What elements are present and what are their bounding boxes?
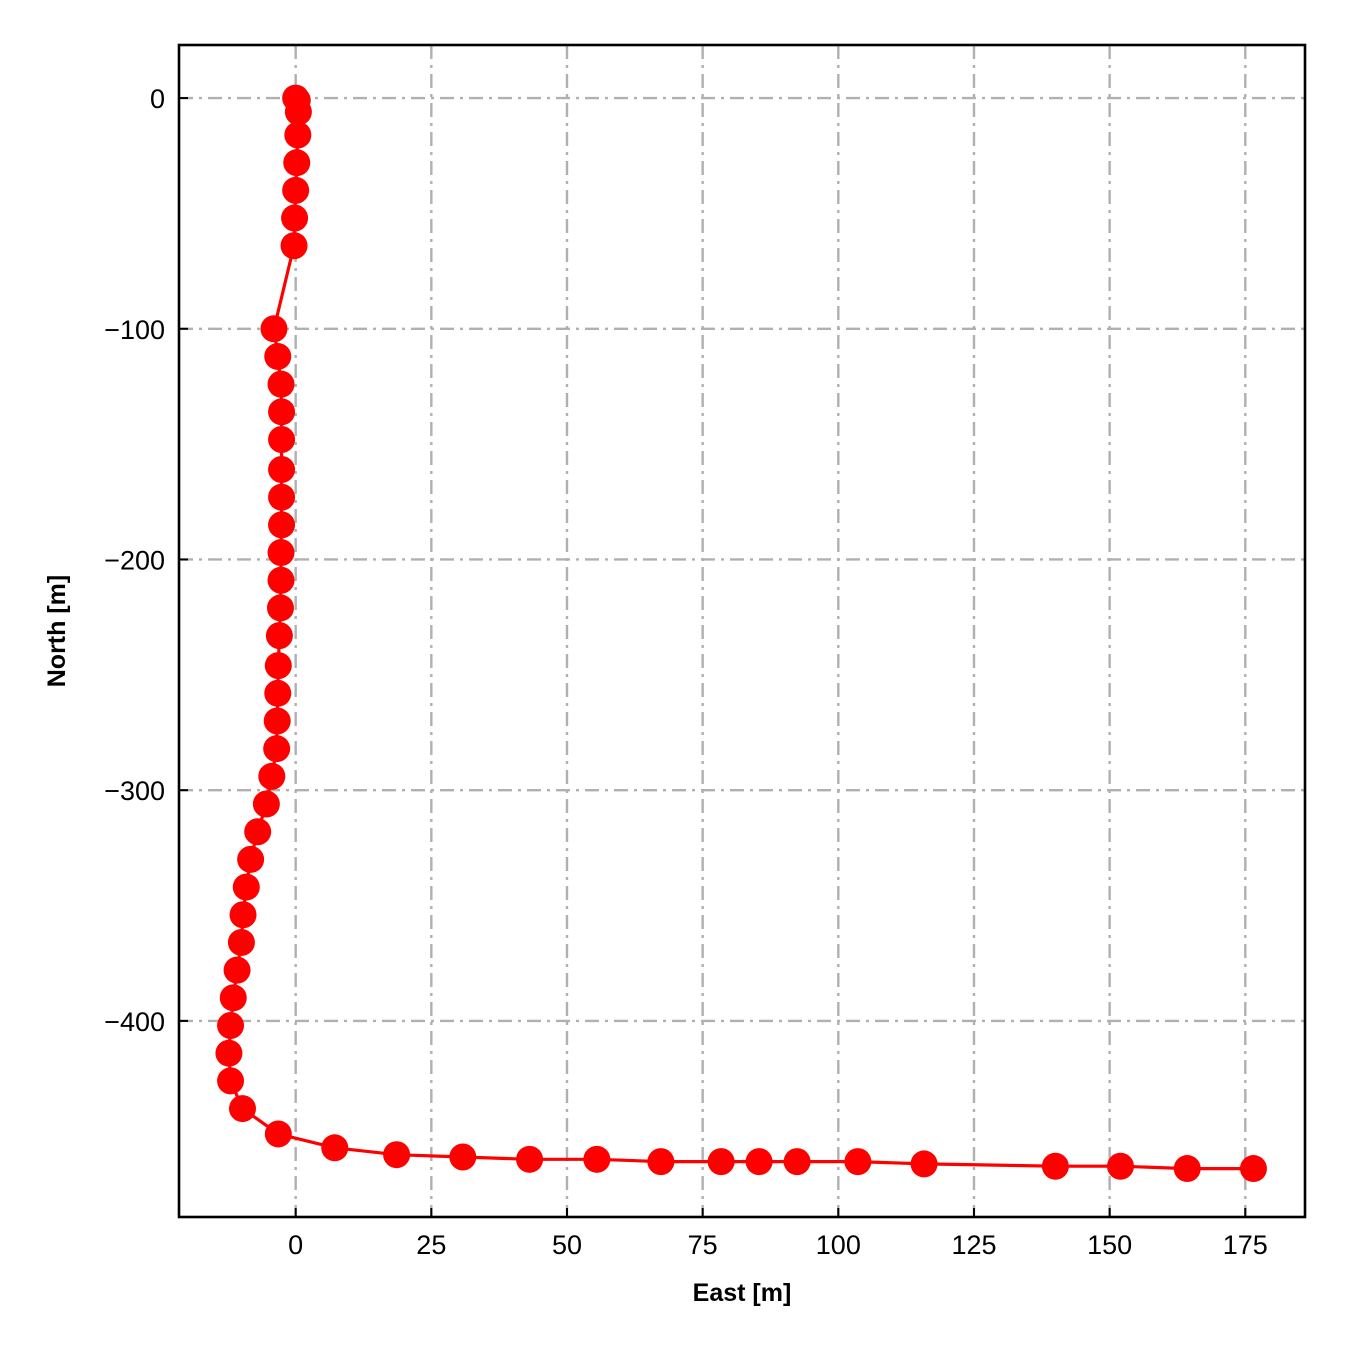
x-tick-label: 50 <box>552 1230 582 1260</box>
x-tick-labels: 0 25 50 75 100 125 150 175 <box>288 1230 1268 1260</box>
y-axis-label: North [m] <box>43 575 71 687</box>
data-point <box>264 1120 292 1148</box>
data-point <box>217 1067 245 1095</box>
data-point <box>1106 1152 1134 1180</box>
data-point <box>263 707 291 735</box>
x-tick-label: 0 <box>288 1230 303 1260</box>
data-point <box>268 483 296 511</box>
data-point <box>1239 1155 1267 1183</box>
y-tick-label: −200 <box>104 545 165 575</box>
data-point <box>283 149 311 177</box>
data-point <box>449 1143 477 1171</box>
grid-lines <box>179 45 1305 1217</box>
data-point <box>264 679 292 707</box>
y-tick-labels: 0 −100 −200 −300 −400 <box>104 84 165 1037</box>
data-point <box>267 566 295 594</box>
data-point <box>267 539 295 567</box>
data-point <box>707 1148 735 1176</box>
y-tick-label: −400 <box>104 1007 165 1037</box>
data-point <box>263 735 291 763</box>
data-point <box>265 622 293 650</box>
x-tick-label: 25 <box>416 1230 446 1260</box>
data-point <box>232 873 260 901</box>
data-point <box>647 1148 675 1176</box>
data-point <box>383 1141 411 1169</box>
data-point <box>244 818 272 846</box>
data-point <box>284 121 312 149</box>
data-point <box>227 928 255 956</box>
x-tick-label: 175 <box>1223 1230 1268 1260</box>
series-layer <box>215 84 1267 1183</box>
data-point <box>228 1095 256 1123</box>
data-point <box>268 426 296 454</box>
data-point <box>910 1150 938 1178</box>
data-point <box>219 984 247 1012</box>
y-tick-label: −300 <box>104 776 165 806</box>
data-point <box>229 901 257 929</box>
x-axis-label: East [m] <box>693 1279 792 1307</box>
data-point <box>284 98 312 126</box>
plot-frame <box>177 43 1307 1219</box>
data-point <box>281 204 309 232</box>
x-tick-label: 75 <box>688 1230 718 1260</box>
data-point <box>280 232 308 260</box>
x-tick-label: 100 <box>816 1230 861 1260</box>
data-point <box>268 456 296 484</box>
data-point <box>252 790 280 818</box>
data-point <box>264 342 292 370</box>
data-point <box>282 176 310 204</box>
data-point <box>266 594 294 622</box>
data-point <box>844 1148 872 1176</box>
data-point <box>1173 1155 1201 1183</box>
data-point <box>223 956 251 984</box>
data-point <box>268 511 296 539</box>
data-point <box>260 315 288 343</box>
data-point <box>215 1039 243 1067</box>
data-point <box>516 1145 544 1173</box>
data-point <box>264 652 292 680</box>
data-point <box>268 398 296 426</box>
y-tick-label: −100 <box>104 315 165 345</box>
data-point <box>583 1145 611 1173</box>
x-tick-label: 150 <box>1087 1230 1132 1260</box>
data-point <box>267 370 295 398</box>
data-point <box>783 1148 811 1176</box>
data-point <box>745 1148 773 1176</box>
data-point <box>258 762 286 790</box>
data-point <box>217 1012 245 1040</box>
data-point <box>321 1134 349 1162</box>
x-tick-label: 125 <box>951 1230 996 1260</box>
y-tick-label: 0 <box>150 84 165 114</box>
data-point <box>1041 1152 1069 1180</box>
data-point <box>237 845 265 873</box>
tick-marks <box>179 97 1247 1217</box>
